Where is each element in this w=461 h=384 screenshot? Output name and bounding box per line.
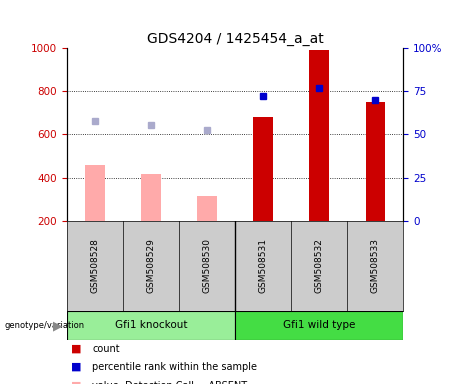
- Text: ■: ■: [71, 381, 82, 384]
- Text: GSM508533: GSM508533: [371, 238, 380, 293]
- Text: percentile rank within the sample: percentile rank within the sample: [92, 362, 257, 372]
- Text: Gfi1 wild type: Gfi1 wild type: [283, 320, 355, 331]
- Title: GDS4204 / 1425454_a_at: GDS4204 / 1425454_a_at: [147, 31, 324, 46]
- Text: GSM508528: GSM508528: [90, 238, 100, 293]
- Text: GSM508529: GSM508529: [147, 238, 155, 293]
- Text: Gfi1 knockout: Gfi1 knockout: [115, 320, 187, 331]
- Text: value, Detection Call = ABSENT: value, Detection Call = ABSENT: [92, 381, 247, 384]
- Bar: [254, 117, 273, 221]
- Bar: [85, 165, 105, 221]
- Text: count: count: [92, 344, 120, 354]
- Bar: [235, 311, 403, 340]
- Text: ■: ■: [71, 344, 82, 354]
- Bar: [366, 102, 385, 221]
- Text: GSM508530: GSM508530: [202, 238, 212, 293]
- Text: GSM508531: GSM508531: [259, 238, 268, 293]
- Bar: [67, 311, 235, 340]
- Bar: [141, 174, 161, 221]
- Text: ■: ■: [71, 362, 82, 372]
- Bar: [197, 196, 217, 221]
- Text: ▶: ▶: [53, 319, 62, 332]
- Text: GSM508532: GSM508532: [315, 238, 324, 293]
- Bar: [309, 50, 329, 221]
- Text: genotype/variation: genotype/variation: [5, 321, 85, 330]
